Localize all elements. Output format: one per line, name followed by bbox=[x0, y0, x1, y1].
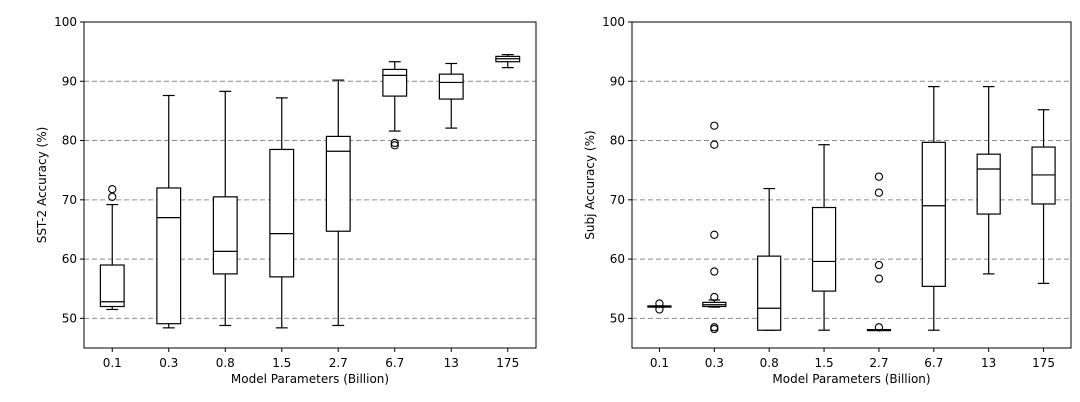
outlier-point bbox=[710, 121, 719, 130]
x-tick-label: 0.3 bbox=[705, 356, 724, 370]
iqr-box bbox=[811, 206, 837, 292]
box-0.8 bbox=[212, 90, 238, 327]
x-tick-label: 175 bbox=[496, 356, 519, 370]
y-tick-label: 90 bbox=[62, 74, 77, 88]
outlier-point bbox=[108, 184, 117, 194]
y-tick-label: 60 bbox=[62, 252, 77, 266]
x-tick-label: 0.3 bbox=[159, 356, 178, 370]
iqr-box bbox=[269, 148, 295, 278]
outlier-point bbox=[655, 305, 664, 314]
y-tick-label: 80 bbox=[62, 134, 77, 148]
y-tick-label: 90 bbox=[610, 74, 625, 88]
x-tick-label: 6.7 bbox=[385, 356, 404, 370]
y-tick-label: 100 bbox=[602, 15, 625, 29]
x-tick-label: 2.7 bbox=[869, 356, 888, 370]
x-tick-label: 13 bbox=[444, 356, 459, 370]
box-0.3 bbox=[156, 94, 182, 329]
chart-panel-2: 50 60 70 80 90 100 0.1 0.3 0.8 1.5 2.7 6.7 13 175 Mode… bbox=[583, 15, 1072, 386]
box-1.5 bbox=[811, 144, 837, 331]
outlier-point bbox=[874, 260, 884, 270]
x-tick-label: 0.8 bbox=[216, 356, 235, 370]
box-6.7 bbox=[382, 61, 408, 150]
box-175 bbox=[1031, 109, 1056, 284]
x-tick-label: 0.8 bbox=[760, 356, 779, 370]
outlier-point bbox=[710, 140, 719, 149]
outlier-point bbox=[874, 172, 884, 181]
outlier-point bbox=[655, 299, 664, 308]
box-2.7 bbox=[325, 79, 351, 327]
box-1.5 bbox=[269, 97, 295, 329]
chart-panel-1: 50 60 70 80 90 100 0.1 0.3 0.8 1.5 2.7 6.7 13 175 Mode… bbox=[35, 15, 537, 386]
outlier-point bbox=[874, 323, 884, 332]
iqr-box bbox=[976, 153, 1001, 215]
iqr-box bbox=[382, 68, 408, 97]
iqr-box bbox=[325, 135, 351, 232]
box-0.8 bbox=[757, 187, 782, 331]
box-13 bbox=[976, 86, 1001, 275]
y-tick-label: 100 bbox=[54, 15, 77, 29]
x-tick-label: 13 bbox=[981, 356, 996, 370]
y-tick-label: 60 bbox=[610, 252, 625, 266]
x-tick-label: 2.7 bbox=[329, 356, 348, 370]
outlier-point bbox=[710, 230, 719, 239]
x-tick-label: 6.7 bbox=[924, 356, 943, 370]
y-axis-label: SST-2 Accuracy (%) bbox=[35, 127, 49, 244]
x-tick-label: 0.1 bbox=[103, 356, 122, 370]
outlier-point bbox=[710, 323, 719, 332]
box-0.1 bbox=[99, 184, 125, 311]
outlier-point bbox=[390, 138, 399, 148]
iqr-box bbox=[757, 255, 782, 331]
y-tick-label: 70 bbox=[62, 193, 77, 207]
plot-frame bbox=[631, 21, 1072, 349]
iqr-box bbox=[921, 141, 946, 287]
x-tick-label: 0.1 bbox=[650, 356, 669, 370]
outlier-point bbox=[390, 141, 399, 150]
box-175 bbox=[495, 53, 521, 69]
outlier-point bbox=[710, 267, 719, 276]
x-tick-label: 175 bbox=[1032, 356, 1055, 370]
box-0.1 bbox=[647, 299, 672, 314]
box-0.3 bbox=[702, 121, 727, 334]
y-tick-label: 50 bbox=[62, 311, 77, 325]
outlier-point bbox=[710, 292, 719, 302]
x-axis-label: Model Parameters (Billion) bbox=[772, 372, 930, 386]
outlier-point bbox=[874, 188, 884, 197]
iqr-box bbox=[156, 187, 182, 325]
iqr-box bbox=[99, 264, 125, 308]
x-tick-label: 1.5 bbox=[272, 356, 291, 370]
iqr-box bbox=[438, 73, 464, 100]
plot-frame bbox=[83, 21, 537, 349]
x-axis-label: Model Parameters (Billion) bbox=[231, 372, 389, 386]
box-2.7 bbox=[866, 172, 892, 332]
y-tick-label: 80 bbox=[610, 134, 625, 148]
outlier-point bbox=[874, 274, 884, 283]
box-13 bbox=[438, 62, 464, 129]
box-6.7 bbox=[921, 86, 946, 331]
iqr-box bbox=[212, 196, 238, 275]
y-axis-label: Subj Accuracy (%) bbox=[583, 130, 597, 239]
y-tick-label: 70 bbox=[610, 193, 625, 207]
x-tick-label: 1.5 bbox=[815, 356, 834, 370]
y-tick-label: 50 bbox=[610, 311, 625, 325]
